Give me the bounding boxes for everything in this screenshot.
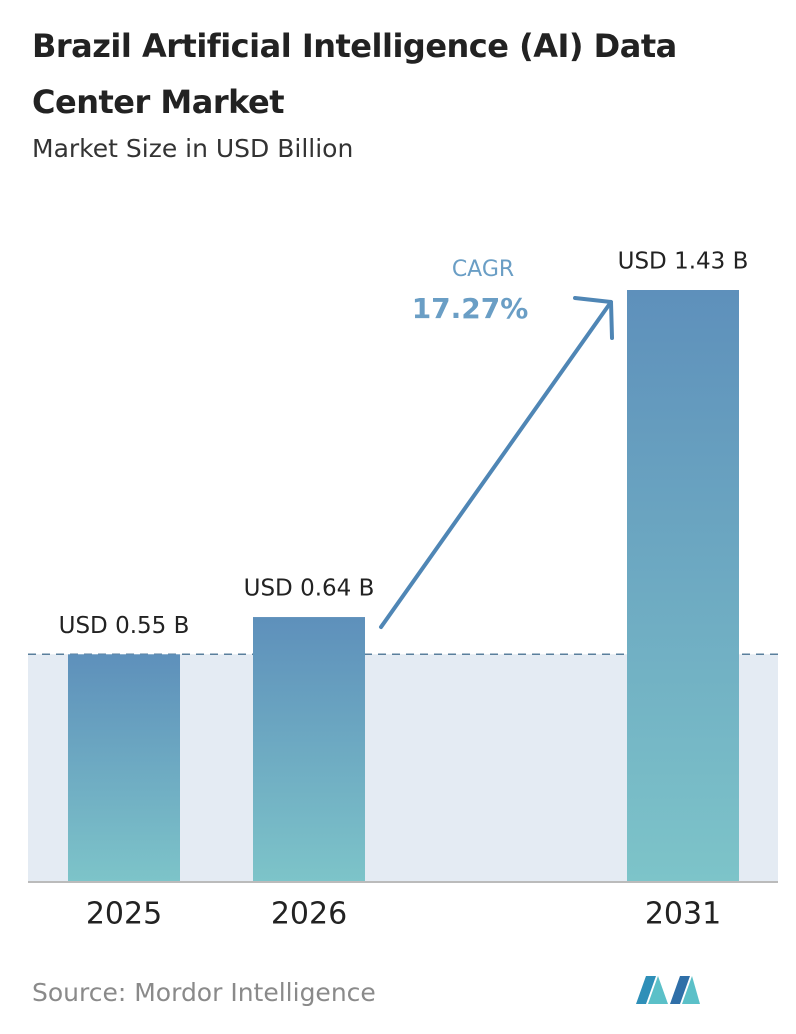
value-label: USD 0.64 B (244, 576, 375, 602)
cagr-label: CAGR (452, 257, 514, 282)
x-tick-label: 2025 (86, 897, 162, 932)
cagr-arrow (379, 300, 613, 630)
x-tick-label: 2026 (271, 897, 347, 932)
source: Source: Mordor Intelligence (32, 978, 376, 1007)
bar (253, 617, 365, 882)
chart-title: Brazil Artificial Intelligence (AI) Data… (32, 27, 677, 121)
chart-subtitle: Market Size in USD Billion (32, 134, 354, 163)
bar (627, 290, 739, 882)
bar (68, 654, 180, 882)
x-tick-label: 2031 (645, 897, 721, 932)
cagr-arrowhead (573, 296, 614, 340)
logo (636, 976, 700, 1004)
cagr-value: 17.27% (412, 292, 529, 325)
value-label: USD 1.43 B (618, 249, 749, 275)
value-label: USD 0.55 B (59, 613, 190, 639)
